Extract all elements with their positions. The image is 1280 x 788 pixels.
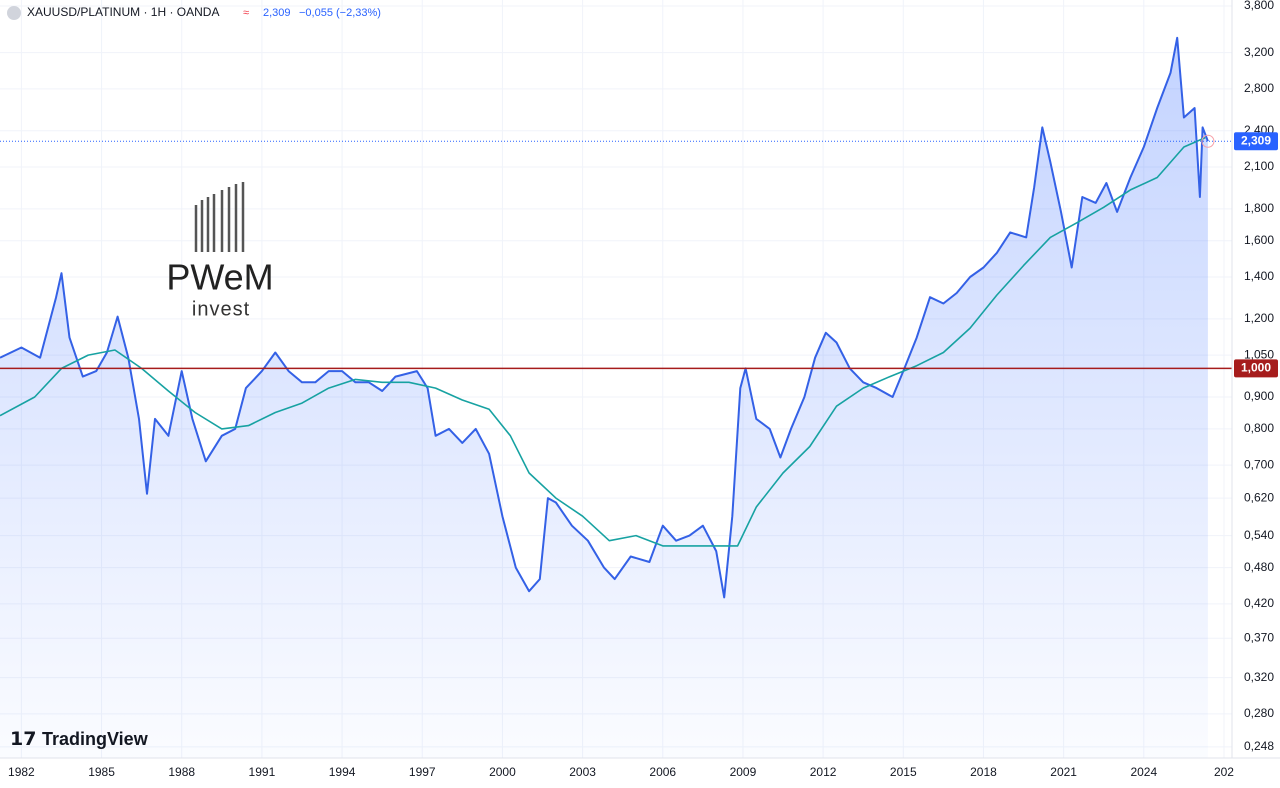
y-tick-label: 0,420 <box>1244 596 1274 610</box>
y-tick-label: 3,800 <box>1244 0 1274 12</box>
y-tick-label: 0,800 <box>1244 421 1274 435</box>
x-tick-label: 1985 <box>88 765 115 779</box>
header: XAUUSD/PLATINUM · 1H · OANDA ≈ 2,309 −0,… <box>7 5 381 20</box>
x-tick-label: 2006 <box>649 765 676 779</box>
x-tick-label: 1997 <box>409 765 436 779</box>
y-tick-label: 1,200 <box>1244 311 1274 325</box>
last-price-label: 2,309 <box>1241 133 1271 147</box>
y-tick-label: 1,050 <box>1244 347 1274 361</box>
reference-label: 1,000 <box>1241 361 1271 375</box>
x-tick-label: 2000 <box>489 765 516 779</box>
x-tick-label: 1991 <box>249 765 276 779</box>
x-tick-label: 2024 <box>1130 765 1157 779</box>
x-tick-label: 2021 <box>1050 765 1077 779</box>
price-line <box>0 36 1209 599</box>
x-tick-label: 2003 <box>569 765 596 779</box>
price-change: −0,055 (−2,33%) <box>299 7 381 19</box>
y-tick-label: 0,480 <box>1244 560 1274 574</box>
watermark-icon: 𝟭𝟳 <box>10 729 36 750</box>
y-tick-label: 0,370 <box>1244 630 1274 644</box>
moving-average-line <box>0 136 1206 547</box>
x-tick-label: 2009 <box>730 765 757 779</box>
y-tick-label: 1,600 <box>1244 233 1274 247</box>
y-tick-label: 0,540 <box>1244 528 1274 542</box>
reference-label-bg <box>1234 359 1278 378</box>
y-tick-label: 0,320 <box>1244 670 1274 684</box>
symbol-icon <box>7 6 21 20</box>
logo-brand: PWeM <box>166 257 273 298</box>
symbol-title: XAUUSD/PLATINUM · 1H · OANDA <box>27 5 219 19</box>
watermark-text: TradingView <box>42 729 149 749</box>
y-tick-label: 3,200 <box>1244 45 1274 59</box>
x-tick-label: 1994 <box>329 765 356 779</box>
x-tick-label: 2018 <box>970 765 997 779</box>
axes: 0,248 0,280 0,320 0,370 0,420 0,480 0,540 0,620… <box>8 0 1278 779</box>
x-tick-label: 1982 <box>8 765 35 779</box>
y-tick-label: 1,800 <box>1244 201 1274 215</box>
logo: PWeM invest <box>166 182 274 320</box>
y-tick-label: 0,280 <box>1244 706 1274 720</box>
last-point <box>1201 134 1215 148</box>
y-tick-label: 0,900 <box>1244 389 1274 403</box>
y-tick-label: 2,100 <box>1244 159 1274 173</box>
x-tick-label: 1988 <box>168 765 195 779</box>
y-tick-label: 0,700 <box>1244 457 1274 471</box>
logo-tagline: invest <box>192 298 250 320</box>
watermark: 𝟭𝟳 TradingView <box>10 729 149 750</box>
x-tick-label: 2015 <box>890 765 917 779</box>
y-tick-label: 0,248 <box>1244 739 1274 753</box>
plot <box>0 36 1232 759</box>
logo-icon <box>194 182 245 252</box>
last-price-label-bg <box>1234 132 1278 151</box>
x-tick-label: 202 <box>1214 765 1234 779</box>
y-tick-label: 1,400 <box>1244 269 1274 283</box>
y-tick-label: 2,800 <box>1244 81 1274 95</box>
last-price: 2,309 <box>263 7 291 19</box>
x-tick-label: 2012 <box>810 765 837 779</box>
y-tick-label: 0,620 <box>1244 490 1274 504</box>
currency-icon: ≈ <box>243 7 249 19</box>
price-area <box>0 37 1208 759</box>
